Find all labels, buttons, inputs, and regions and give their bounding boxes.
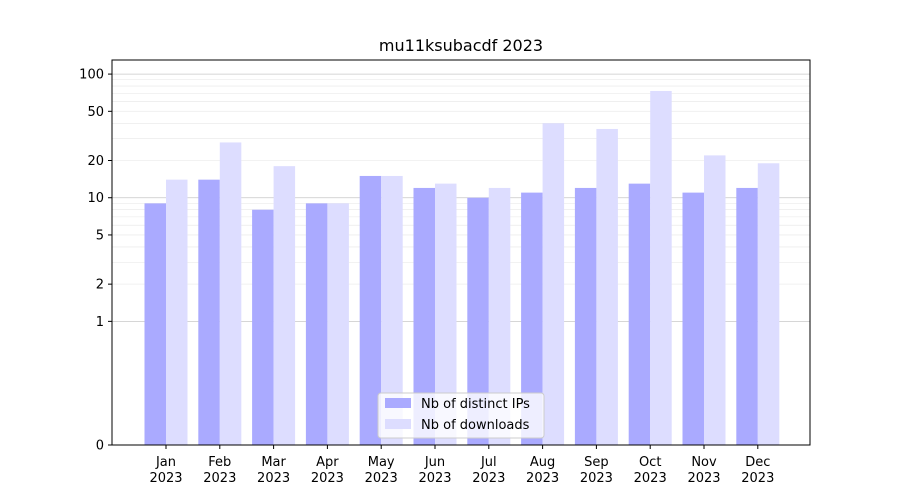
x-tick-label: Nov 2023	[687, 455, 720, 486]
bar-downloads	[542, 123, 565, 445]
legend-swatch-distinct-ips	[385, 398, 411, 408]
x-tick-label: Jan 2023	[149, 455, 182, 486]
bar-downloads	[757, 163, 780, 445]
bar-downloads	[166, 179, 188, 446]
x-tick-label: Jul 2023	[472, 455, 505, 486]
bar-downloads	[435, 183, 457, 445]
y-tick-label: 20	[87, 154, 104, 169]
legend-swatch-downloads	[385, 419, 411, 429]
x-tick-label: Mar 2023	[257, 455, 290, 486]
legend-label-distinct-ips: Nb of distinct IPs	[421, 397, 530, 412]
y-tick-label: 5	[96, 228, 104, 243]
bar-distinct-ips	[736, 187, 758, 445]
bar-distinct-ips	[305, 203, 328, 445]
x-tick-label: Oct 2023	[634, 455, 667, 486]
legend-box	[377, 392, 545, 439]
bar-distinct-ips	[413, 187, 435, 445]
chart-title: mu11ksubacdf 2023	[379, 36, 543, 55]
bar-downloads	[596, 128, 618, 445]
bar-distinct-ips	[252, 209, 274, 445]
bar-distinct-ips	[574, 187, 597, 445]
y-tick-label: 2	[96, 278, 104, 293]
bar-downloads	[488, 187, 511, 445]
x-tick-label: Aug 2023	[526, 455, 559, 486]
x-tick-label: May 2023	[365, 455, 398, 486]
bar-distinct-ips	[682, 192, 704, 445]
x-tick-label: Apr 2023	[311, 455, 344, 486]
bar-distinct-ips	[144, 203, 166, 445]
bar-downloads	[273, 166, 296, 445]
bar-downloads	[650, 90, 672, 445]
y-axis: 0 1 2 5 10 20 50 100	[79, 68, 112, 454]
x-tick-label: Dec 2023	[741, 455, 774, 486]
bar-distinct-ips	[359, 175, 382, 445]
bar-downloads	[381, 175, 403, 445]
bars	[144, 90, 780, 446]
bar-distinct-ips	[521, 192, 543, 445]
bar-downloads	[327, 203, 349, 445]
bar-downloads	[219, 142, 242, 445]
plot-frame	[111, 59, 811, 446]
legend: Nb of distinct IPs Nb of downloads	[377, 392, 545, 439]
y-tick-label: 0	[96, 439, 104, 454]
x-axis: Jan 2023 Feb 2023 Mar 2023 Apr 2023 May 2023 Jun 20…	[149, 445, 774, 486]
bar-distinct-ips	[467, 197, 489, 445]
x-tick-label: Jun 2023	[418, 455, 451, 486]
y-tick-label: 1	[96, 315, 104, 330]
legend-label-downloads: Nb of downloads	[421, 418, 530, 433]
bar-downloads	[704, 155, 726, 445]
x-tick-label: Sep 2023	[580, 455, 613, 486]
x-tick-label: Feb 2023	[203, 455, 236, 486]
y-tick-label: 50	[87, 105, 104, 120]
bar-distinct-ips	[198, 179, 220, 446]
bar-distinct-ips	[628, 183, 651, 445]
y-tick-label: 10	[87, 191, 104, 206]
y-tick-label: 100	[79, 68, 104, 83]
